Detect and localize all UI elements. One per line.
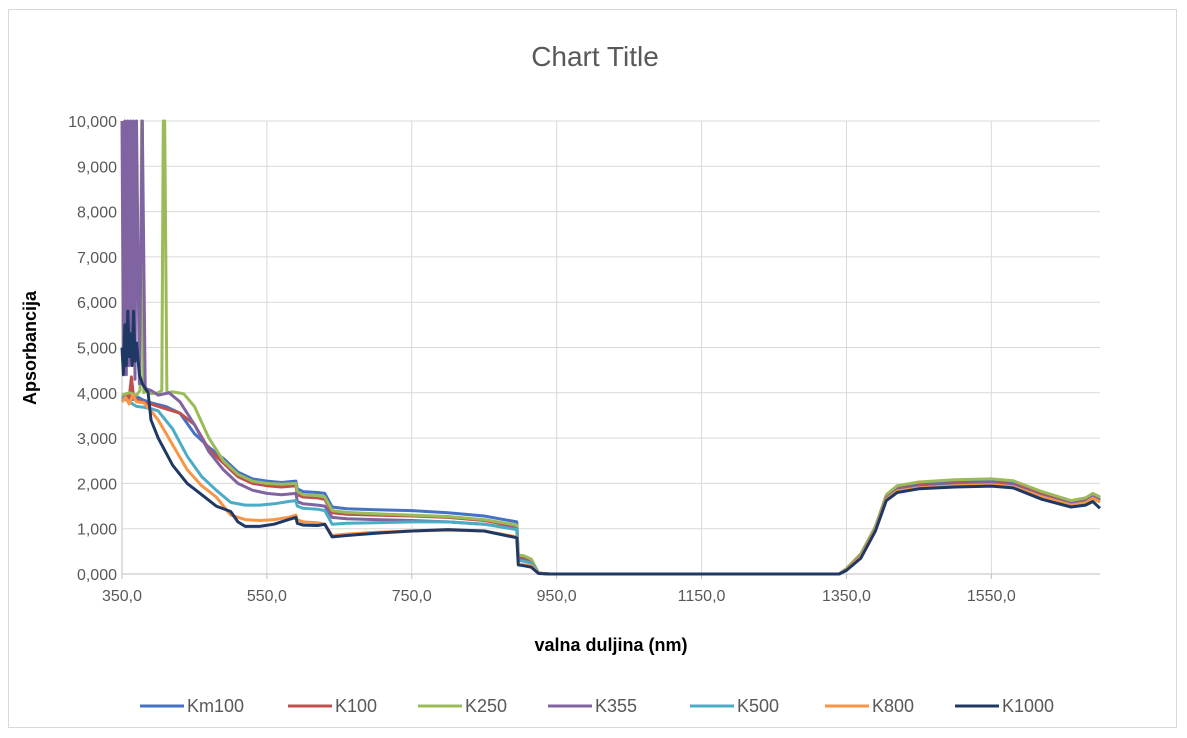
series-line-k250 [121, 119, 1101, 576]
gridlines [122, 120, 1100, 574]
x-tick-label: 550,0 [247, 588, 287, 605]
legend-label-k355: K355 [595, 696, 637, 716]
y-tick-label: 0,000 [77, 567, 117, 584]
x-tick-label: 750,0 [392, 588, 432, 605]
x-tick-label: 950,0 [537, 588, 577, 605]
legend-label-km100: Km100 [187, 696, 244, 716]
y-tick-label: 6,000 [77, 295, 117, 312]
y-tick-label: 4,000 [77, 386, 117, 403]
y-tick-label: 10,000 [68, 114, 117, 131]
legend-label-k800: K800 [872, 696, 914, 716]
y-tick-label: 9,000 [77, 159, 117, 176]
chart-area [8, 9, 1177, 728]
legend-label-k250: K250 [465, 696, 507, 716]
series-line-k1000 [120, 309, 1102, 576]
series-line-k100 [121, 375, 1101, 576]
x-axis-title: valna duljina (nm) [534, 635, 687, 655]
x-tick-label: 1350,0 [822, 588, 871, 605]
legend: Km100 K100 K250 K355 K500 K800 K1000 [140, 696, 1054, 716]
y-tick-label: 8,000 [77, 205, 117, 222]
y-tick-label: 2,000 [77, 476, 117, 493]
series-lines [120, 119, 1102, 576]
legend-label-k1000: K1000 [1002, 696, 1054, 716]
x-tick-label: 1550,0 [967, 588, 1016, 605]
y-tick-label: 5,000 [77, 341, 117, 358]
tick-labels: 0,000 1,000 2,000 3,000 4,000 5,000 6,000 7,000… [68, 114, 1016, 605]
chart-title: Chart Title [531, 41, 659, 72]
x-tick-label: 350,0 [102, 588, 142, 605]
legend-label-k100: K100 [335, 696, 377, 716]
y-tick-label: 1,000 [77, 522, 117, 539]
y-tick-label: 3,000 [77, 431, 117, 448]
legend-label-k500: K500 [737, 696, 779, 716]
axes [121, 121, 1100, 579]
x-tick-label: 1150,0 [678, 588, 726, 605]
y-axis-title: Apsorbancija [20, 290, 40, 405]
y-tick-label: 7,000 [77, 250, 117, 267]
